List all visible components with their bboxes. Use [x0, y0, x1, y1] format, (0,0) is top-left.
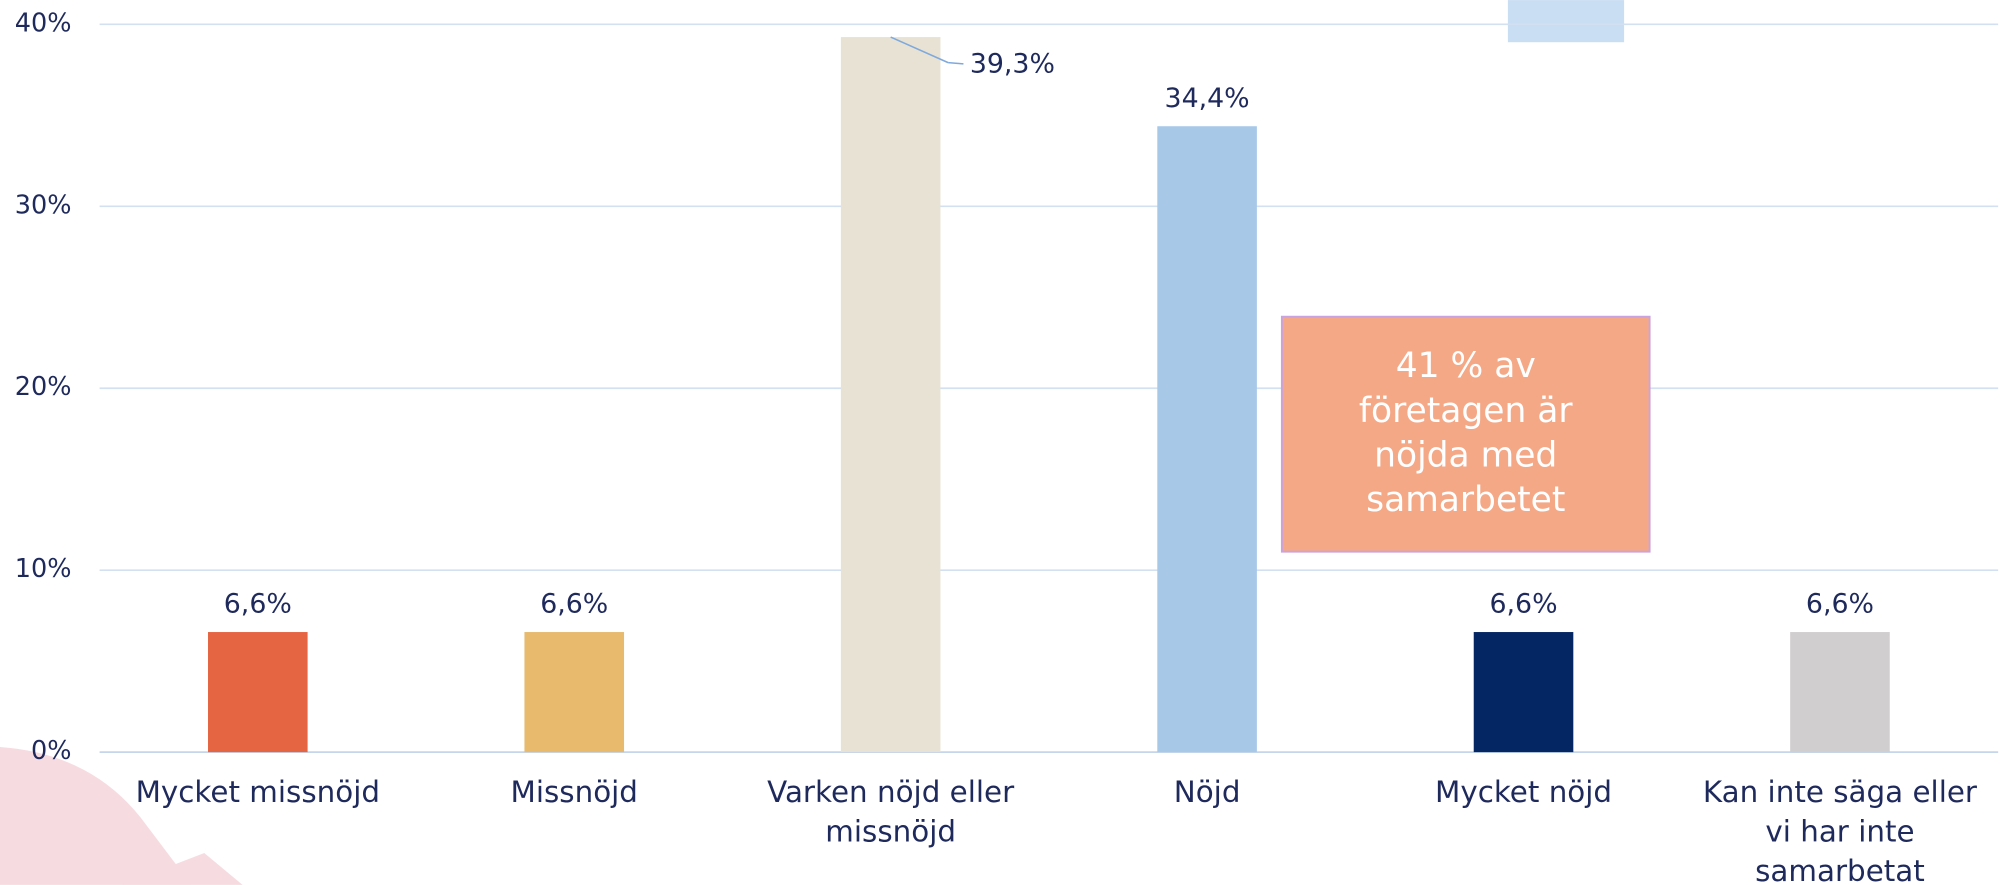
- decor-shape: [0, 747, 192, 885]
- value-label: 6,6%: [540, 589, 608, 620]
- y-tick-label: 0%: [31, 736, 71, 766]
- y-tick-label: 30%: [15, 190, 72, 220]
- value-label: 34,4%: [1165, 83, 1250, 114]
- leader-line: [890, 36, 949, 64]
- decor-rect: [1507, 0, 1625, 43]
- bar: [1790, 632, 1890, 753]
- y-tick-label: 40%: [15, 8, 72, 38]
- bar: [840, 37, 941, 753]
- decor-shape: [121, 852, 243, 885]
- y-tick-label: 20%: [15, 372, 72, 402]
- x-tick-label: Mycket nöjd: [1435, 774, 1612, 808]
- x-tick-label: Kan inte säga eller vi har inte samarbetat: [1703, 774, 1978, 885]
- value-label: 6,6%: [1489, 589, 1557, 620]
- bar: [1473, 632, 1574, 753]
- x-tick-label: Missnöjd: [511, 774, 638, 808]
- value-label: 6,6%: [1806, 589, 1874, 620]
- value-label: 39,3%: [970, 49, 1055, 80]
- bar: [1157, 126, 1257, 753]
- annotation-text: 41 % av företagen är nöjda med samarbetet: [1359, 346, 1573, 520]
- bar: [524, 632, 625, 753]
- value-label: 6,6%: [224, 589, 292, 620]
- y-tick-label: 10%: [15, 554, 72, 584]
- x-tick-label: Nöjd: [1174, 774, 1241, 808]
- annotation-box: [1280, 315, 1651, 553]
- x-tick-label: Varken nöjd eller missnöjd: [767, 774, 1015, 848]
- leader-line: [948, 61, 964, 65]
- x-tick-label: Mycket missnöjd: [136, 774, 380, 808]
- bar: [208, 632, 308, 753]
